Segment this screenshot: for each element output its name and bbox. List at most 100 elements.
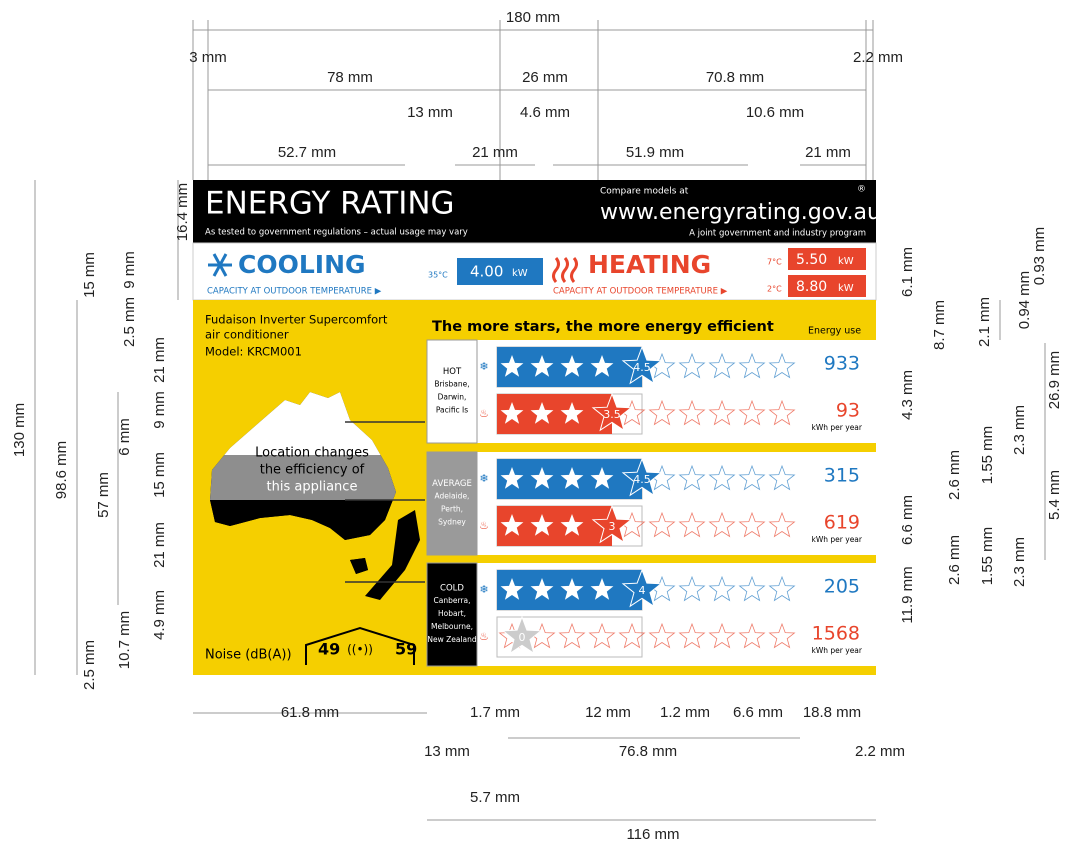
dimension-label: 21 mm — [151, 337, 168, 383]
star-outline — [738, 622, 766, 649]
rating-badge — [621, 568, 663, 608]
dimension-label: 6.6 mm — [899, 495, 916, 545]
cooling-energy: 315 — [824, 465, 860, 487]
header-band — [193, 180, 876, 243]
star-outline — [678, 464, 706, 491]
rating-value: 4 — [639, 584, 646, 597]
compare-text: Compare models at — [600, 187, 689, 197]
dimension-label: 26 mm — [522, 69, 568, 86]
snowflake-icon — [208, 253, 232, 277]
cooling-unit: kW — [512, 268, 528, 279]
product-name: air conditioner — [205, 328, 289, 342]
star-outline — [678, 511, 706, 538]
heat-icon — [552, 257, 578, 283]
dimension-label: 52.7 mm — [278, 144, 336, 161]
dimension-label: 2.5 mm — [121, 297, 138, 347]
zone-panel — [427, 340, 876, 443]
zone-place: Brisbane, — [434, 380, 469, 389]
heating-box-1 — [788, 248, 866, 270]
star — [500, 578, 524, 600]
product-model: Model: KRCM001 — [205, 345, 302, 359]
heating-icon: ♨ — [479, 407, 489, 420]
zone-panel — [427, 452, 876, 555]
dimension-label: 4.9 mm — [151, 590, 168, 640]
cooling-title: COOLING — [238, 250, 366, 279]
dimension-label: 13 mm — [424, 743, 470, 760]
heating-temp-1: 7°C — [767, 258, 782, 267]
zone-place: Adelaide, — [435, 492, 470, 501]
star-outline — [738, 511, 766, 538]
dimension-label: 180 mm — [506, 9, 560, 26]
cooling-icon: ❄ — [479, 472, 488, 485]
star — [560, 355, 584, 377]
heating-unit-1: kW — [838, 256, 854, 267]
dimension-label: 21 mm — [472, 144, 518, 161]
rating-value: 0 — [519, 631, 526, 644]
map-caption: Location changes — [255, 446, 369, 461]
star-outline — [708, 622, 736, 649]
star-outline — [588, 622, 616, 649]
star — [530, 355, 554, 377]
heating-title: HEATING — [588, 250, 711, 279]
dimension-label: 2.5 mm — [81, 640, 98, 690]
dimension-label: 4.3 mm — [899, 370, 916, 420]
cooling-energy: 933 — [824, 353, 860, 375]
rating-badge — [591, 504, 633, 544]
star-outline — [768, 464, 796, 491]
cooling-box — [457, 258, 543, 285]
rating-value: 3 — [609, 520, 616, 533]
star — [560, 514, 584, 536]
dimension-label: 2.3 mm — [1011, 405, 1028, 455]
dimension-label: 116 mm — [626, 826, 679, 843]
zone-place: Hobart, — [438, 609, 466, 618]
energy-unit: kWh per year — [812, 423, 863, 432]
house-icon — [305, 626, 415, 665]
heating-icon: ♨ — [479, 519, 489, 532]
speaker-icon: ((•)) — [347, 643, 373, 657]
dimension-label: 2.6 mm — [946, 535, 963, 585]
url: www.energyrating.gov.au — [600, 200, 881, 225]
energy-use-heading: Energy use — [808, 326, 861, 337]
registered-mark: ® — [857, 185, 866, 195]
dimension-label: 70.8 mm — [706, 69, 764, 86]
dimension-label: 2.3 mm — [1011, 537, 1028, 587]
rating-badge — [621, 457, 663, 497]
dimension-label: 21 mm — [151, 522, 168, 568]
dimension-label: 6 mm — [116, 418, 133, 456]
star-outline — [678, 352, 706, 379]
star-outline — [738, 352, 766, 379]
stars-title: The more stars, the more energy efficien… — [432, 319, 774, 335]
dimension-label: 10.7 mm — [116, 611, 133, 669]
zone-arrows — [345, 421, 425, 583]
dimension-label: 18.8 mm — [803, 704, 861, 721]
dimension-label: 21 mm — [805, 144, 851, 161]
zone-name: COLD — [440, 584, 464, 594]
zone-box — [426, 339, 478, 444]
heating-caption: CAPACITY AT OUTDOOR TEMPERATURE ▶ — [553, 287, 728, 297]
heating-energy: 619 — [824, 512, 860, 534]
dimension-label: 15 mm — [151, 452, 168, 498]
dimension-label: 0.94 mm — [1016, 271, 1033, 329]
zone-panel — [427, 563, 876, 666]
program-text: A joint government and industry program — [689, 229, 866, 239]
dimension-label: 1.7 mm — [470, 704, 520, 721]
dimension-label: 61.8 mm — [281, 704, 339, 721]
star — [530, 402, 554, 424]
rating-badge — [621, 345, 663, 385]
dimension-label: 6.1 mm — [899, 247, 916, 297]
zone-place: Melbourne, — [431, 622, 473, 631]
heating-unit-2: kW — [838, 283, 854, 294]
zone-box — [426, 562, 478, 667]
rating-value: 4.5 — [633, 361, 651, 374]
dimension-label: 8.7 mm — [931, 300, 948, 350]
australia-map — [210, 392, 420, 600]
cooling-icon: ❄ — [479, 583, 488, 596]
star-outline — [678, 399, 706, 426]
dimension-label: 2.6 mm — [946, 450, 963, 500]
dimension-label: 10.6 mm — [746, 104, 804, 121]
dimension-label: 3 mm — [189, 49, 227, 66]
dimension-label: 57 mm — [95, 472, 112, 518]
dimension-label: 16.4 mm — [174, 183, 191, 241]
label-title: ENERGY RATING — [205, 186, 455, 222]
